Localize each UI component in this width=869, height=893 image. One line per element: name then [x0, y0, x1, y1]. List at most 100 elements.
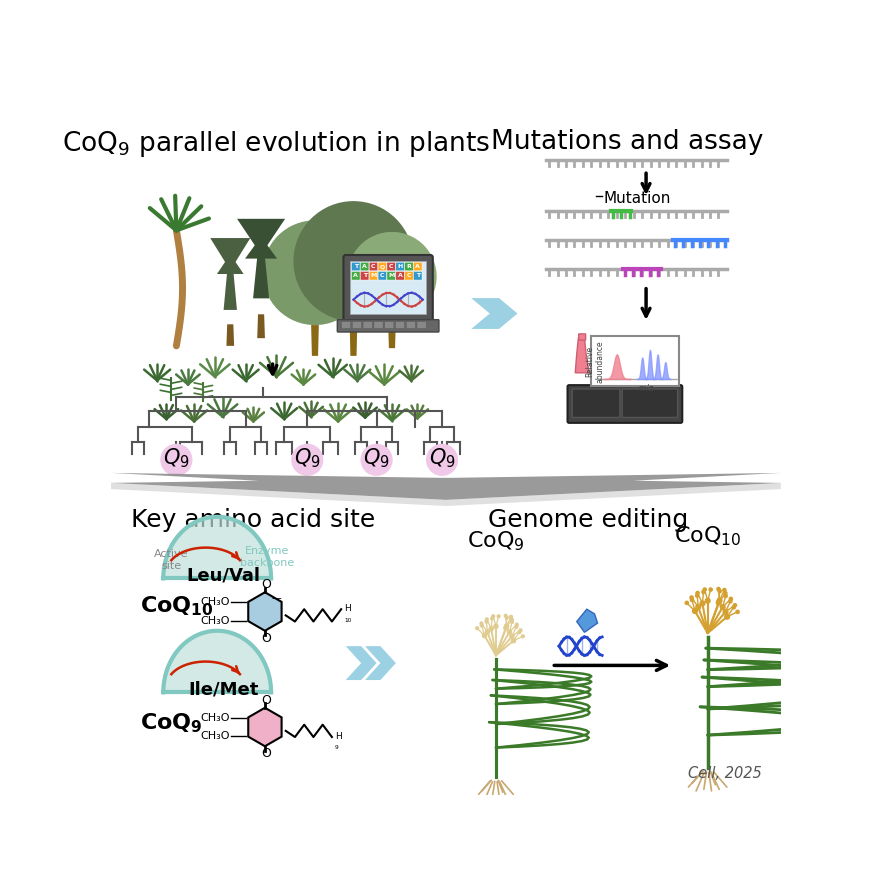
Circle shape [293, 201, 413, 321]
Circle shape [688, 596, 693, 600]
Text: O: O [262, 747, 271, 761]
Circle shape [161, 445, 191, 475]
Polygon shape [248, 708, 282, 747]
Circle shape [689, 597, 693, 602]
Circle shape [320, 222, 410, 313]
Circle shape [694, 593, 699, 597]
FancyBboxPatch shape [368, 263, 377, 271]
Circle shape [514, 622, 518, 627]
Text: Relative
abundance: Relative abundance [584, 340, 603, 382]
Circle shape [481, 633, 487, 638]
Polygon shape [163, 517, 271, 579]
FancyBboxPatch shape [362, 321, 372, 329]
Polygon shape [574, 338, 588, 372]
FancyBboxPatch shape [374, 321, 382, 329]
Text: O: O [262, 694, 271, 706]
Text: T: T [354, 264, 357, 269]
Circle shape [484, 620, 488, 623]
Circle shape [727, 599, 732, 604]
Circle shape [734, 610, 739, 614]
Text: $\mathbf{CoQ_{10}}$: $\mathbf{CoQ_{10}}$ [140, 595, 214, 618]
Circle shape [286, 238, 364, 317]
Polygon shape [388, 321, 395, 348]
Text: CH₃O: CH₃O [201, 616, 230, 626]
Circle shape [715, 587, 720, 591]
Circle shape [510, 638, 515, 644]
Text: $\mathbf{CoQ_9}$: $\mathbf{CoQ_9}$ [140, 712, 202, 735]
Circle shape [701, 588, 706, 592]
Text: A: A [397, 273, 402, 279]
FancyBboxPatch shape [360, 271, 368, 280]
FancyBboxPatch shape [404, 263, 413, 271]
Text: M: M [370, 273, 376, 279]
Polygon shape [163, 630, 271, 692]
Polygon shape [236, 219, 285, 255]
FancyBboxPatch shape [360, 263, 368, 271]
FancyBboxPatch shape [413, 271, 421, 280]
Circle shape [367, 247, 434, 314]
Circle shape [694, 590, 699, 596]
FancyBboxPatch shape [368, 271, 377, 280]
Polygon shape [257, 314, 265, 338]
FancyBboxPatch shape [352, 321, 362, 329]
Circle shape [484, 630, 489, 635]
Text: T: T [415, 273, 420, 279]
Circle shape [503, 623, 508, 629]
Circle shape [518, 629, 522, 632]
Text: $Q_9$: $Q_9$ [363, 446, 389, 470]
Circle shape [291, 445, 322, 475]
FancyBboxPatch shape [387, 263, 395, 271]
Polygon shape [111, 473, 780, 500]
Text: T: T [362, 273, 366, 279]
Circle shape [707, 588, 713, 592]
Circle shape [479, 623, 483, 628]
Text: CH₃O: CH₃O [201, 731, 230, 741]
Text: H: H [397, 264, 402, 269]
Text: A: A [362, 264, 367, 269]
Text: $\mathrm{CoQ_9}$: $\mathrm{CoQ_9}$ [467, 530, 524, 553]
Circle shape [508, 633, 514, 639]
Text: $\mathrm{CoQ_9}$ parallel evolution in plants: $\mathrm{CoQ_9}$ parallel evolution in p… [63, 129, 490, 159]
Text: Cell, 2025: Cell, 2025 [687, 766, 760, 780]
Text: H
₁₀: H ₁₀ [344, 605, 351, 623]
Circle shape [731, 605, 735, 610]
Circle shape [484, 617, 488, 622]
Polygon shape [216, 255, 243, 274]
Text: Q: Q [379, 264, 384, 269]
FancyBboxPatch shape [621, 389, 677, 417]
Text: C: C [406, 273, 411, 279]
Text: C: C [380, 273, 384, 279]
Text: $Q_9$: $Q_9$ [294, 446, 321, 470]
Circle shape [488, 626, 494, 631]
Circle shape [503, 613, 507, 618]
FancyBboxPatch shape [337, 320, 439, 332]
Circle shape [700, 589, 705, 595]
Circle shape [691, 608, 697, 614]
FancyBboxPatch shape [343, 255, 432, 321]
FancyBboxPatch shape [572, 389, 620, 417]
Text: Ile/Met: Ile/Met [188, 680, 258, 698]
Text: H
₉: H ₉ [335, 732, 342, 751]
Text: M: M [388, 273, 394, 279]
Polygon shape [311, 325, 318, 356]
Text: —: — [271, 593, 281, 603]
Circle shape [509, 617, 514, 622]
Polygon shape [111, 483, 780, 506]
FancyBboxPatch shape [387, 271, 395, 280]
FancyBboxPatch shape [406, 321, 415, 329]
Text: O: O [262, 578, 271, 591]
Circle shape [474, 626, 479, 630]
Text: $\mathrm{CoQ_{10}}$: $\mathrm{CoQ_{10}}$ [673, 524, 740, 548]
FancyBboxPatch shape [395, 321, 404, 329]
FancyBboxPatch shape [404, 271, 413, 280]
Polygon shape [248, 592, 282, 630]
Text: $Q_9$: $Q_9$ [163, 446, 189, 470]
Text: A: A [353, 273, 358, 279]
Polygon shape [226, 324, 234, 346]
Polygon shape [210, 238, 250, 271]
FancyBboxPatch shape [567, 385, 681, 423]
FancyBboxPatch shape [395, 271, 404, 280]
Polygon shape [349, 321, 357, 356]
Circle shape [347, 232, 436, 321]
FancyBboxPatch shape [378, 263, 386, 271]
